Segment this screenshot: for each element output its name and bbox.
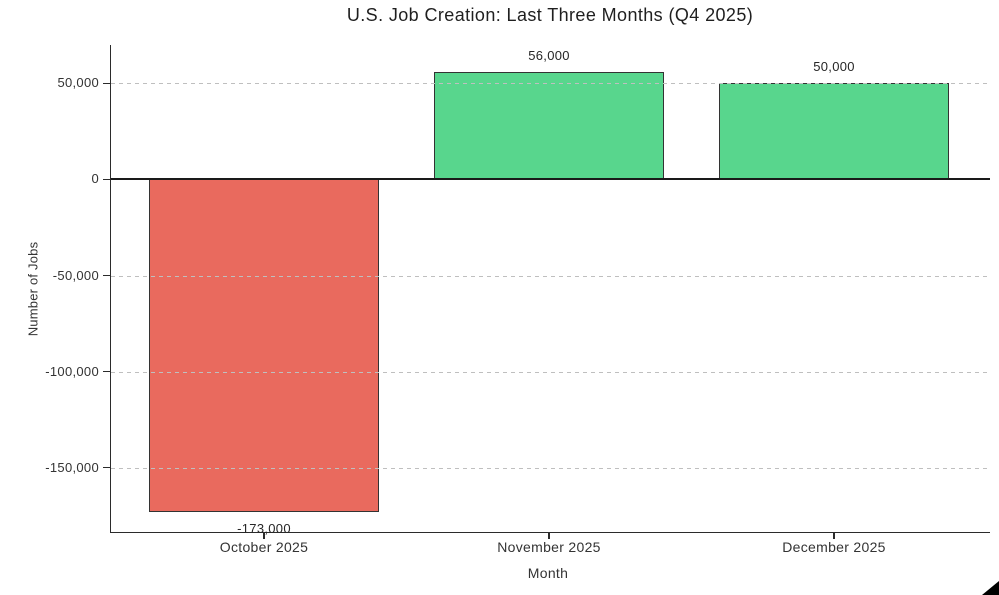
x-axis-label: Month <box>527 565 569 581</box>
gridline <box>111 275 990 277</box>
bar-value-label: -173,000 <box>237 520 291 536</box>
x-tick-mark <box>548 533 550 539</box>
gridline <box>111 467 990 469</box>
gridline <box>111 83 990 85</box>
bar-october-2025 <box>149 179 379 512</box>
x-tick-label: December 2025 <box>782 539 886 555</box>
bar-november-2025 <box>434 71 664 180</box>
x-tick-label: October 2025 <box>219 539 309 555</box>
bar-value-label: 56,000 <box>528 47 570 63</box>
y-tick-label: -50,000 <box>52 267 99 283</box>
x-tick-mark <box>833 533 835 539</box>
x-tick-mark <box>263 533 265 539</box>
bar-value-label: 50,000 <box>813 59 855 75</box>
y-tick-label: 50,000 <box>57 75 99 91</box>
bar-december-2025 <box>719 83 949 180</box>
y-tick-mark <box>102 82 110 85</box>
gridline <box>111 371 990 373</box>
y-tick-mark <box>102 274 110 277</box>
y-tick-label: -150,000 <box>45 459 99 475</box>
y-tick-mark <box>102 370 110 373</box>
y-tick-label: 0 <box>91 171 99 187</box>
plot-area: 50,000 0 -50,000 -100,000 -150,000 -173,000 Oc… <box>45 45 990 555</box>
chart-title: U.S. Job Creation: Last Three Months (Q4… <box>346 5 754 25</box>
x-tick-label: November 2025 <box>497 539 601 555</box>
zero-axis-line <box>111 178 990 181</box>
y-tick-mark <box>102 466 110 469</box>
y-tick-label: -100,000 <box>45 363 99 379</box>
y-axis-label: Number of Jobs <box>25 241 41 337</box>
corner-resize-triangle-icon <box>982 581 999 595</box>
y-tick-mark <box>102 178 110 181</box>
